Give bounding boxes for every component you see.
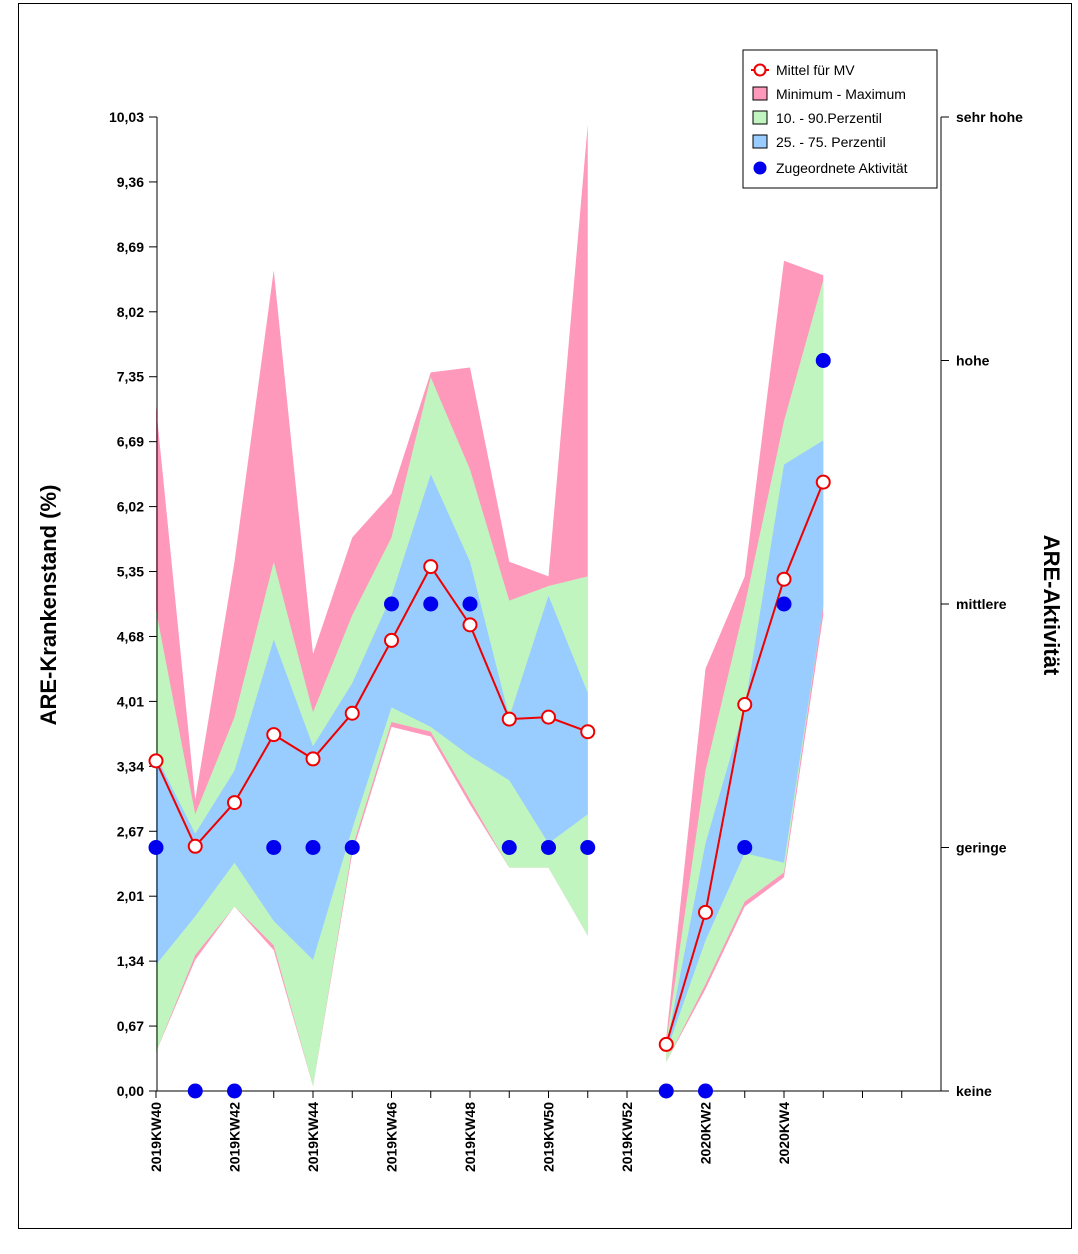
x-tick-label: 2019KW40	[148, 1102, 164, 1172]
legend-swatch-p25-75	[752, 134, 768, 149]
y-tick-label: 2,01	[117, 888, 144, 904]
activity-point	[344, 840, 360, 855]
legend-swatch-p10-90	[752, 110, 768, 125]
mean-point	[423, 559, 439, 575]
activity-point	[227, 1083, 242, 1099]
percentile-bands	[156, 124, 824, 1087]
activity-point	[305, 840, 321, 855]
y2-tick-label: sehr hohe	[956, 109, 1023, 125]
chart-frame	[18, 3, 1072, 1229]
mean-point	[580, 724, 596, 740]
band-p25-75-1	[666, 440, 824, 1053]
activity-point	[658, 1083, 674, 1099]
legend-box	[742, 49, 938, 189]
mean-point	[658, 1036, 674, 1052]
activity-point	[698, 1083, 713, 1099]
activity-point	[737, 840, 753, 855]
band-p25-75-0	[156, 474, 588, 965]
legend-label-mean: Mittel für MV	[776, 62, 855, 78]
activity-point	[423, 596, 439, 612]
activity-point	[148, 840, 164, 855]
y-tick-label: 6,69	[117, 434, 144, 450]
activity-point	[580, 840, 596, 855]
mean-point	[815, 474, 831, 490]
mean-point	[541, 709, 556, 725]
y-tick-label: 0,67	[117, 1018, 144, 1034]
activity-point	[187, 1083, 203, 1099]
y-tick-label: 4,01	[117, 693, 144, 709]
mean-point	[501, 711, 517, 727]
legend-label-p25-75: 25. - 75. Perzentil	[776, 134, 886, 150]
x-tick-label: 2019KW50	[541, 1102, 557, 1172]
mean-point	[384, 632, 399, 648]
x-tick-label: 2019KW42	[227, 1102, 243, 1172]
y-tick-label: 5,35	[117, 564, 144, 580]
y2-tick-label: keine	[956, 1083, 992, 1099]
y-tick-label: 10,03	[109, 109, 144, 125]
mean-point	[698, 904, 713, 920]
activity-series	[148, 353, 831, 1099]
mean-point	[227, 795, 242, 811]
legend-label-minmax: Minimum - Maximum	[776, 86, 906, 102]
mean-point	[148, 753, 164, 769]
y-axis-title: ARE-Krankenstand (%)	[36, 485, 61, 726]
activity-point	[541, 840, 556, 855]
x-tick-label: 2019KW44	[305, 1102, 321, 1172]
mean-point	[305, 751, 321, 767]
legend-mean-marker	[753, 63, 767, 77]
x-tick-label: 2020KW2	[698, 1102, 714, 1164]
mean-point	[776, 571, 792, 587]
y-tick-label: 0,00	[117, 1083, 144, 1099]
y2-tick-label: geringe	[956, 840, 1007, 856]
activity-point	[266, 840, 282, 855]
mean-point	[462, 617, 478, 633]
legend-swatch-minmax	[752, 86, 768, 101]
activity-point	[384, 596, 399, 612]
mean-point	[187, 838, 203, 854]
x-tick-label: 2019KW52	[619, 1102, 635, 1172]
x-tick-label: 2019KW48	[462, 1102, 478, 1172]
y-tick-label: 4,68	[117, 628, 144, 644]
y-tick-label: 1,34	[117, 953, 144, 969]
activity-point	[815, 353, 831, 368]
y2-tick-label: hohe	[956, 353, 990, 369]
legend: Mittel für MV Minimum - Maximum 10. - 90…	[742, 49, 938, 189]
y2-axis-title: ARE-Aktivität	[1039, 535, 1064, 676]
y-tick-label: 6,02	[117, 499, 144, 515]
legend-activity-marker	[753, 161, 767, 175]
axes: 0,00 0,67 1,34 2,01 2,67 3,34 4,01 4,68 5,35 6,02…	[109, 109, 1023, 1172]
legend-label-activity: Zugeordnete Aktivität	[776, 160, 908, 176]
legend-label-p10-90: 10. - 90.Perzentil	[776, 110, 882, 126]
y2-tick-label: mittlere	[956, 596, 1007, 612]
y-tick-label: 8,69	[117, 239, 144, 255]
activity-point	[462, 596, 478, 612]
mean-point	[266, 727, 282, 743]
y-tick-label: 3,34	[117, 758, 144, 774]
mean-point	[344, 705, 360, 721]
y-tick-label: 8,02	[117, 304, 144, 320]
x-tick-label: 2020KW4	[776, 1102, 792, 1164]
y-tick-label: 9,36	[117, 174, 144, 190]
activity-point	[501, 840, 517, 855]
y-tick-label: 2,67	[117, 823, 144, 839]
activity-point	[776, 596, 792, 612]
y-tick-label: 7,35	[117, 369, 144, 385]
mean-point	[737, 697, 753, 713]
mean-series	[148, 474, 831, 1052]
x-tick-label: 2019KW46	[384, 1102, 400, 1172]
